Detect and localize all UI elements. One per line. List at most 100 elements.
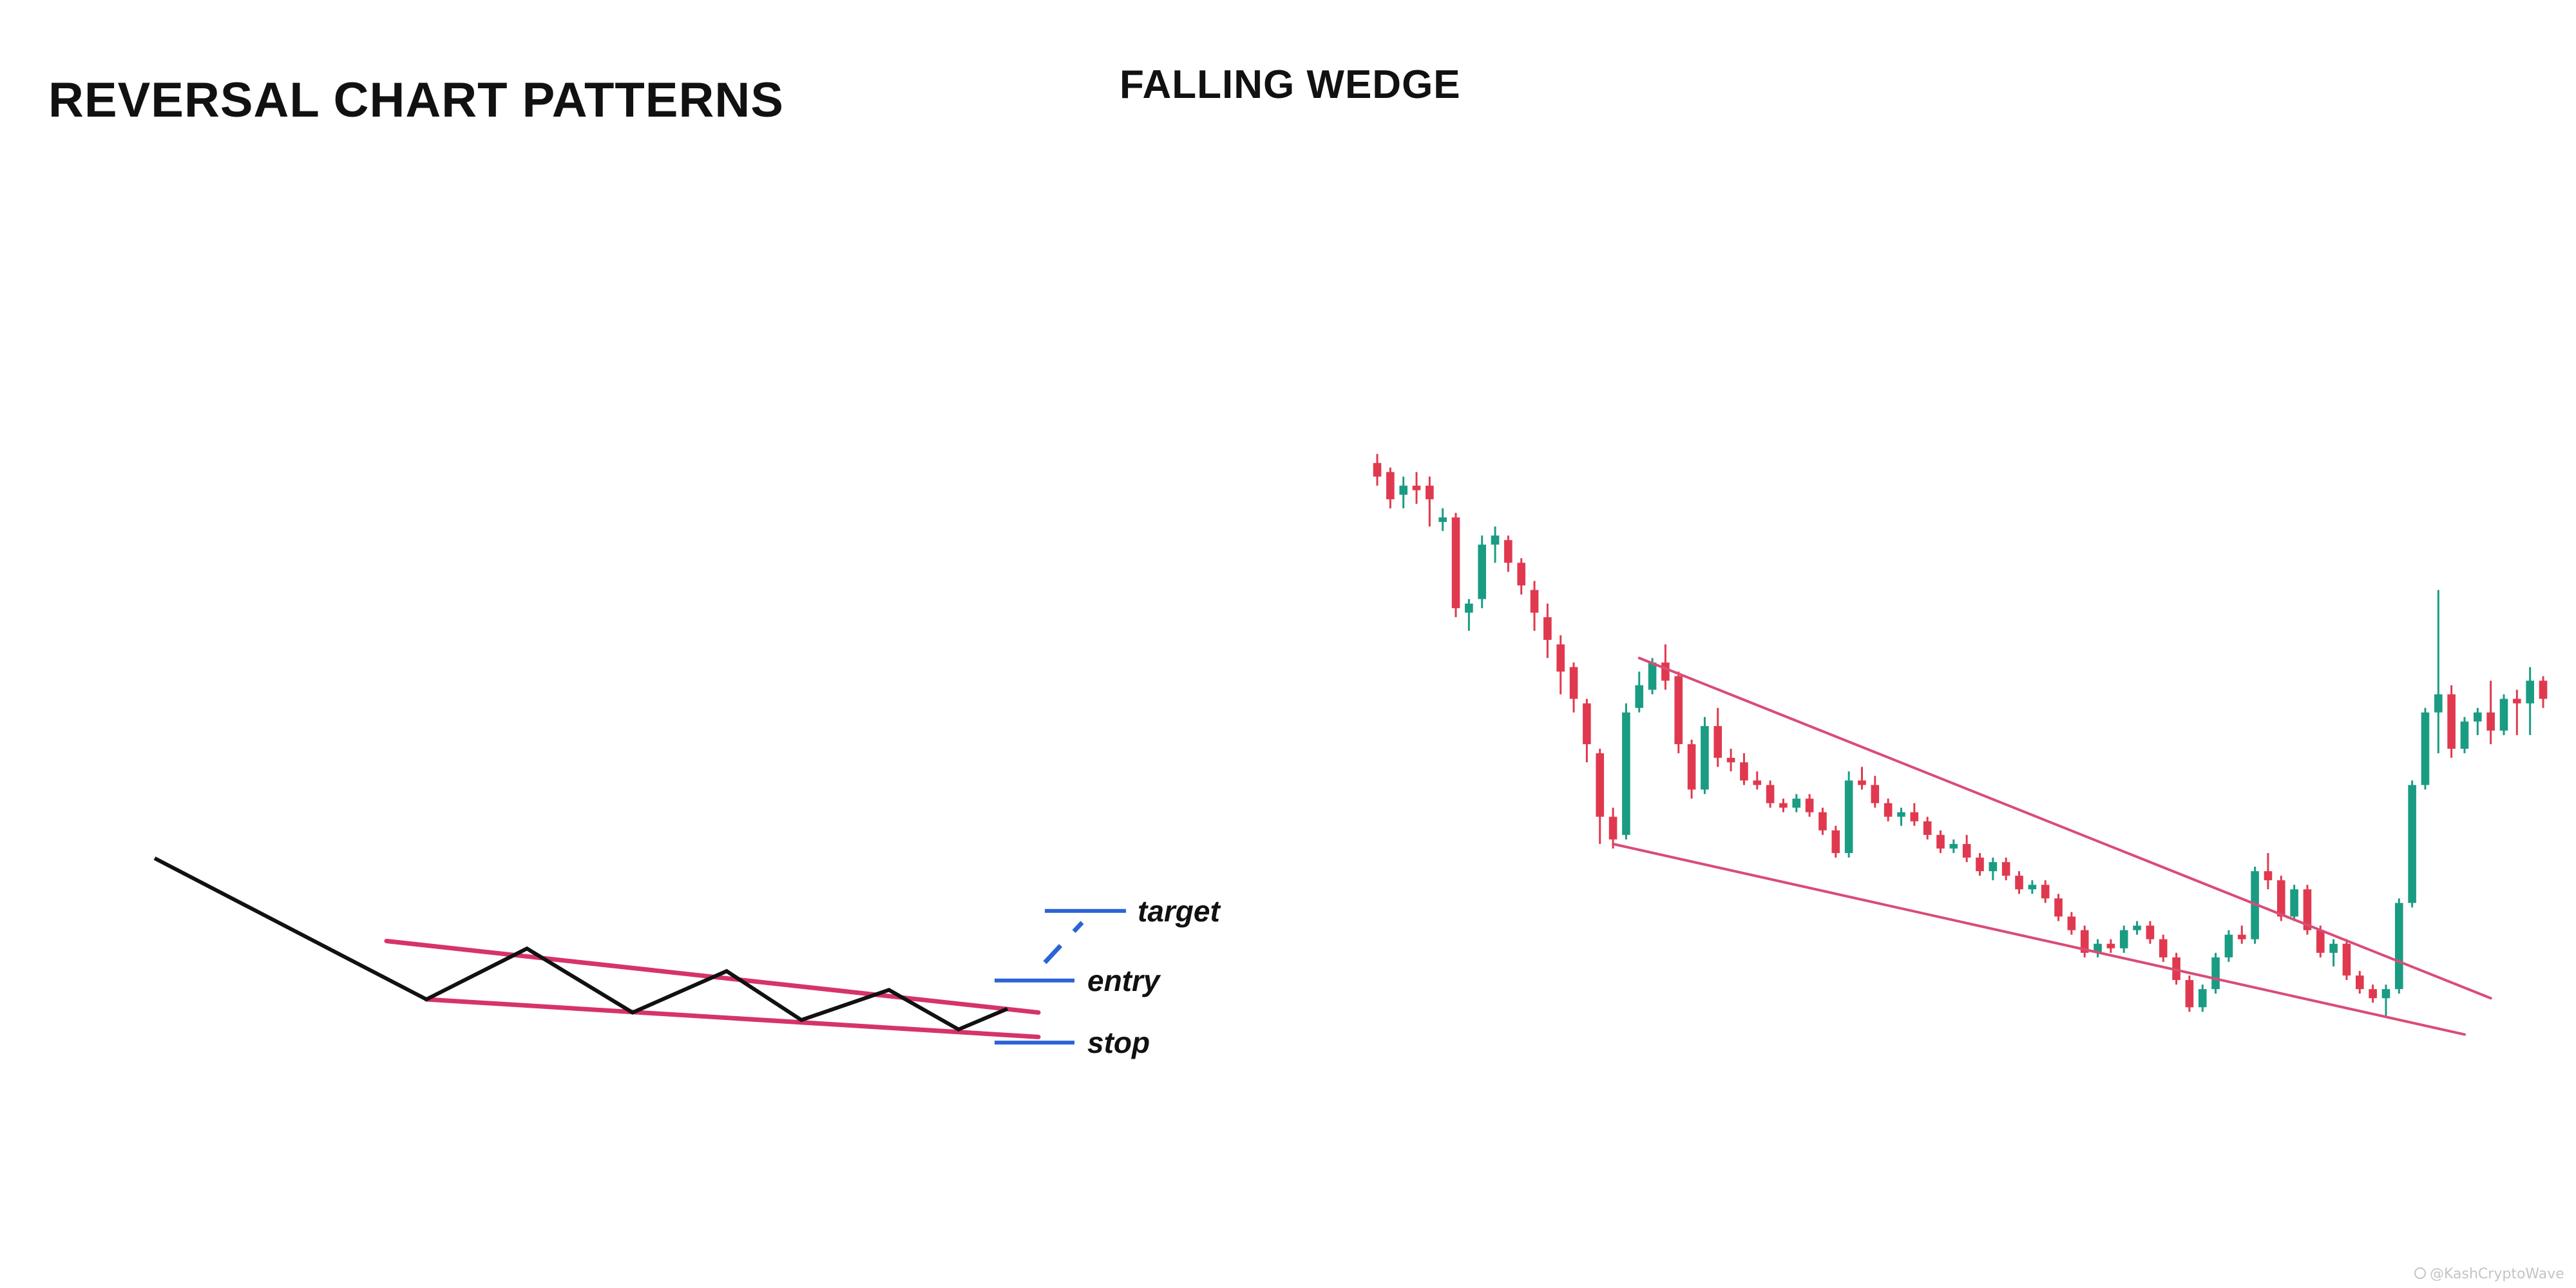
candle bbox=[1674, 671, 1683, 754]
candle bbox=[2159, 934, 2168, 962]
candle bbox=[1635, 671, 1644, 713]
candle bbox=[2342, 939, 2351, 981]
candle-body bbox=[1674, 676, 1683, 744]
candle-body bbox=[1426, 485, 1434, 499]
candle bbox=[1451, 512, 1460, 617]
page-title: REVERSAL CHART PATTERNS bbox=[48, 73, 784, 128]
candle bbox=[1713, 707, 1722, 767]
candle-body bbox=[2394, 903, 2403, 990]
stop-label: stop bbox=[1087, 1026, 1150, 1059]
candle-body bbox=[2369, 989, 2377, 999]
candle-body bbox=[1543, 617, 1552, 640]
candle bbox=[1818, 807, 1827, 835]
candle-body bbox=[1844, 780, 1853, 853]
candle bbox=[1517, 558, 1526, 595]
candle bbox=[2381, 985, 2390, 1017]
candle bbox=[2001, 857, 2010, 881]
candle bbox=[1805, 794, 1814, 817]
candle bbox=[2237, 925, 2246, 944]
candle bbox=[1596, 749, 1605, 844]
candle bbox=[2264, 852, 2273, 890]
candle-body bbox=[1923, 821, 1932, 835]
target-label: target bbox=[1138, 894, 1221, 928]
candle-body bbox=[2276, 880, 2285, 917]
candle-body bbox=[2224, 934, 2233, 957]
candle-body bbox=[1687, 744, 1696, 790]
price-path-line bbox=[153, 856, 1009, 1032]
candle-body bbox=[1949, 843, 1958, 849]
candle bbox=[2408, 780, 2416, 908]
candle-body bbox=[1399, 485, 1407, 495]
candle-body bbox=[2303, 889, 2312, 930]
candle-body bbox=[2198, 989, 2207, 1008]
candle-body bbox=[2119, 930, 2128, 948]
candle-body bbox=[1805, 798, 1814, 812]
candle-body bbox=[2106, 943, 2115, 948]
candle-body bbox=[2342, 943, 2351, 976]
candle-body bbox=[2381, 989, 2390, 999]
candle bbox=[1373, 454, 1382, 486]
candle-body bbox=[1740, 762, 1748, 781]
candle-body bbox=[1648, 662, 1657, 690]
candle-body bbox=[1583, 703, 1591, 744]
candle bbox=[2133, 921, 2141, 935]
candle-body bbox=[2067, 916, 2076, 930]
candle bbox=[2539, 676, 2548, 708]
candle bbox=[1426, 476, 1434, 527]
candle-body bbox=[1910, 812, 1919, 822]
candle bbox=[2290, 885, 2298, 921]
candle bbox=[2369, 985, 2377, 1003]
candle-body bbox=[1491, 535, 1500, 545]
candle bbox=[1792, 794, 1801, 812]
candle bbox=[1556, 635, 1565, 695]
candle-body bbox=[1608, 816, 1617, 840]
candle bbox=[1687, 739, 1696, 799]
wedge-lower-line bbox=[424, 997, 1041, 1039]
candle-body bbox=[2211, 957, 2220, 990]
candle-body bbox=[1386, 472, 1395, 499]
candle bbox=[2067, 912, 2076, 935]
candle bbox=[1740, 753, 1748, 785]
candle bbox=[1412, 472, 1421, 504]
watermark-text: @KashCryptoWave bbox=[2430, 1266, 2564, 1282]
candle-body bbox=[1779, 803, 1788, 808]
candle bbox=[1569, 662, 1578, 713]
candle-body bbox=[1635, 685, 1644, 708]
candle-body bbox=[2513, 698, 2521, 704]
candle bbox=[1504, 535, 1512, 572]
candle-body bbox=[1726, 758, 1735, 763]
candle-body bbox=[2264, 871, 2273, 881]
pattern-title: FALLING WEDGE bbox=[1120, 62, 1461, 107]
candle bbox=[2198, 985, 2207, 1012]
candle-body bbox=[1596, 753, 1605, 817]
entry-label: entry bbox=[1087, 964, 1161, 997]
candle-body bbox=[1897, 812, 1905, 817]
candle-body bbox=[2355, 976, 2364, 990]
candle bbox=[2041, 880, 2050, 903]
candle-body bbox=[1858, 780, 1866, 785]
candle-body bbox=[1713, 726, 1722, 758]
candle-body bbox=[1569, 667, 1578, 699]
candle bbox=[1726, 749, 1735, 772]
candle-body bbox=[1701, 726, 1709, 790]
candle-body bbox=[2080, 930, 2089, 953]
candle bbox=[2015, 871, 2023, 894]
candle bbox=[1491, 526, 1500, 563]
candle bbox=[2329, 939, 2338, 966]
candle bbox=[1478, 535, 1487, 608]
candle-body bbox=[1451, 517, 1460, 608]
candle bbox=[1530, 581, 1539, 631]
candle bbox=[1438, 508, 1447, 532]
candle-body bbox=[2237, 934, 2246, 939]
candle-body bbox=[2526, 680, 2534, 704]
candle bbox=[2094, 939, 2102, 957]
candle bbox=[1858, 767, 1866, 790]
candle bbox=[2447, 685, 2456, 758]
candle-body bbox=[1556, 644, 1565, 672]
candle bbox=[2474, 707, 2482, 735]
candle bbox=[1897, 807, 1905, 826]
candle bbox=[2394, 898, 2403, 994]
candle bbox=[2106, 939, 2115, 953]
